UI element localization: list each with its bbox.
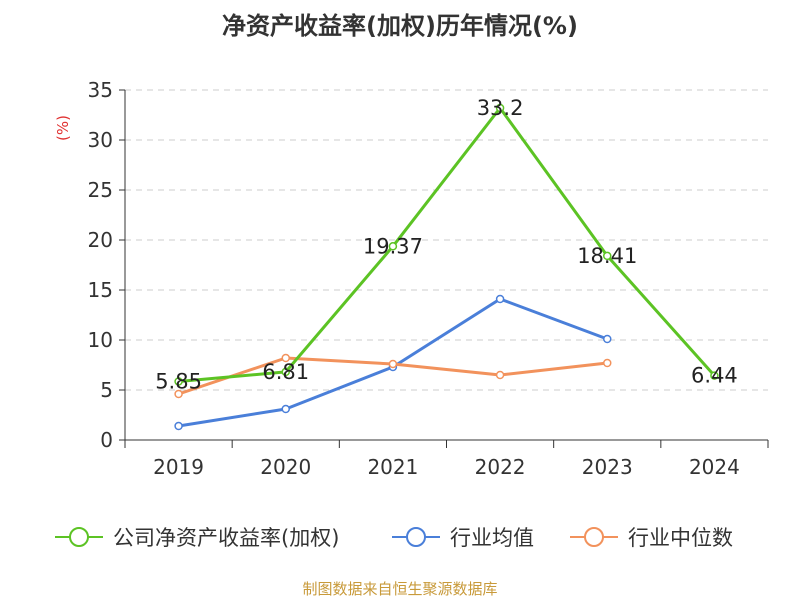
data-point bbox=[710, 371, 719, 380]
data-label: 5.85 bbox=[155, 370, 202, 394]
data-point bbox=[603, 251, 612, 261]
data-point bbox=[281, 404, 290, 414]
legend-marker bbox=[584, 527, 604, 547]
data-point bbox=[495, 370, 505, 380]
legend-marker bbox=[406, 527, 426, 547]
data-point bbox=[603, 358, 612, 368]
y-tick-label: 35 bbox=[88, 78, 113, 102]
data-point bbox=[603, 334, 612, 344]
x-tick-label: 2020 bbox=[260, 455, 311, 479]
data-label: 6.81 bbox=[262, 360, 309, 384]
data-point bbox=[495, 294, 505, 304]
legend-label: 行业均值 bbox=[450, 526, 534, 550]
x-tick-label: 2024 bbox=[689, 455, 740, 479]
chart-title: 净资产收益率(加权)历年情况(%) bbox=[222, 12, 578, 40]
data-point bbox=[388, 242, 398, 251]
data-point bbox=[281, 353, 290, 363]
y-tick-label: 10 bbox=[88, 328, 113, 352]
data-point bbox=[174, 377, 183, 386]
data-label: 19.37 bbox=[363, 234, 423, 258]
y-tick-label: 25 bbox=[88, 178, 113, 202]
x-tick-label: 2023 bbox=[582, 455, 633, 479]
data-point bbox=[495, 103, 505, 113]
data-point bbox=[174, 421, 183, 431]
legend-marker bbox=[69, 527, 89, 547]
y-axis-label: (%) bbox=[54, 115, 72, 141]
y-tick-label: 30 bbox=[88, 128, 113, 152]
x-tick-label: 2022 bbox=[475, 455, 526, 479]
y-tick-label: 15 bbox=[88, 278, 113, 302]
data-point bbox=[281, 367, 290, 377]
x-tick-label: 2021 bbox=[367, 455, 418, 479]
x-tick-label: 2019 bbox=[153, 455, 204, 479]
y-tick-label: 5 bbox=[100, 378, 113, 402]
y-tick-label: 0 bbox=[100, 428, 113, 452]
series-line-0 bbox=[178, 106, 716, 383]
legend-label: 公司净资产收益率(加权) bbox=[113, 526, 339, 550]
data-label: 6.44 bbox=[691, 364, 738, 388]
legend-label: 行业中位数 bbox=[628, 526, 733, 550]
y-tick-label: 20 bbox=[88, 228, 113, 252]
data-source-note: 制图数据来自恒生聚源数据库 bbox=[302, 580, 498, 598]
data-point bbox=[388, 359, 398, 369]
data-point bbox=[174, 389, 183, 399]
data-label: 33.2 bbox=[477, 96, 524, 120]
data-label: 18.41 bbox=[577, 244, 637, 268]
